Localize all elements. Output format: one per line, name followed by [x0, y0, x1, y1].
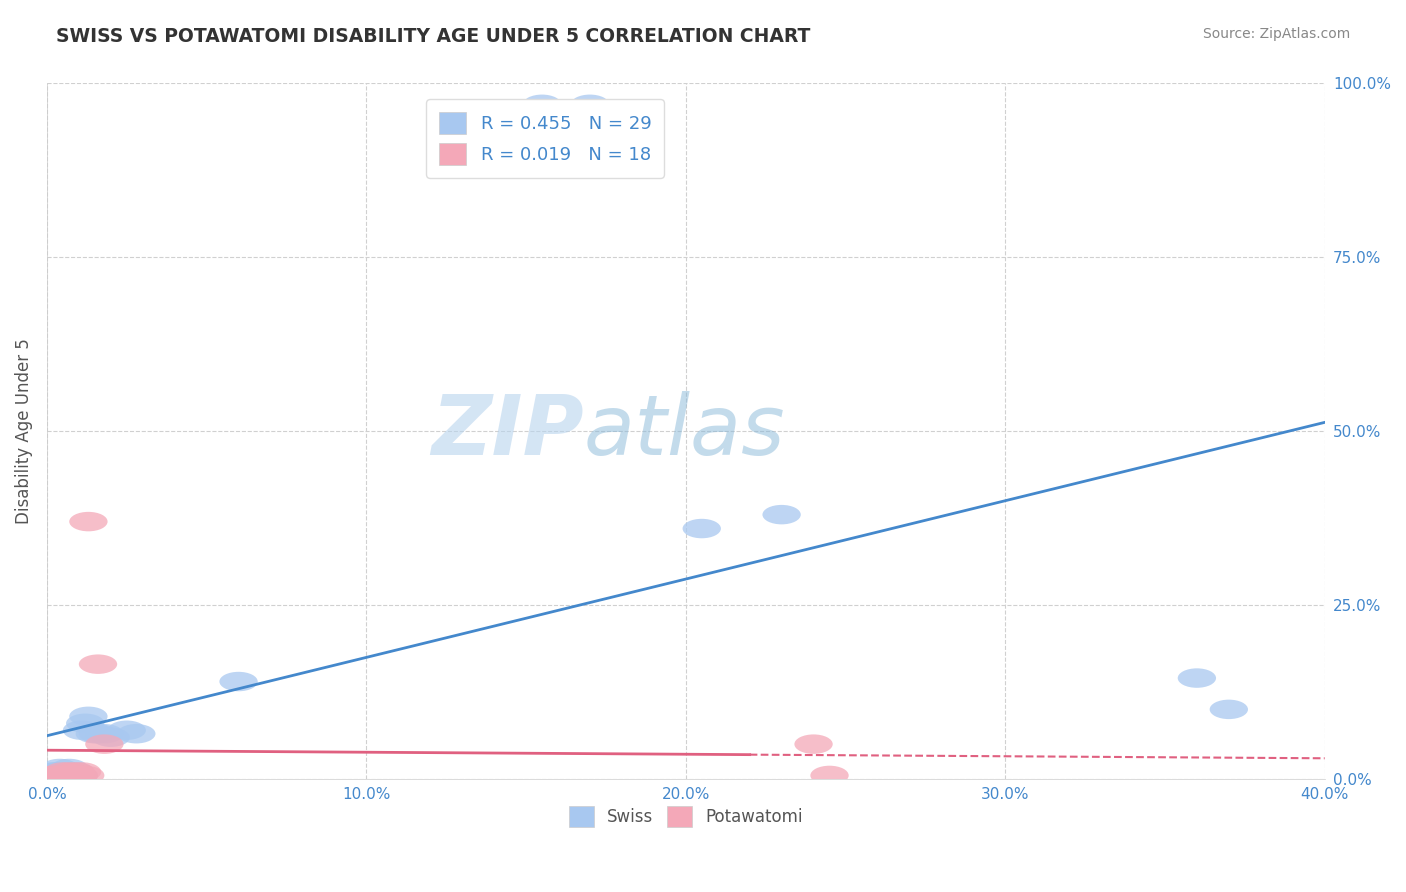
Text: SWISS VS POTAWATOMI DISABILITY AGE UNDER 5 CORRELATION CHART: SWISS VS POTAWATOMI DISABILITY AGE UNDER… — [56, 27, 811, 45]
Y-axis label: Disability Age Under 5: Disability Age Under 5 — [15, 338, 32, 524]
Text: ZIP: ZIP — [430, 391, 583, 472]
Text: atlas: atlas — [583, 391, 785, 472]
Text: Source: ZipAtlas.com: Source: ZipAtlas.com — [1202, 27, 1350, 41]
Legend: Swiss, Potawatomi: Swiss, Potawatomi — [562, 799, 810, 833]
